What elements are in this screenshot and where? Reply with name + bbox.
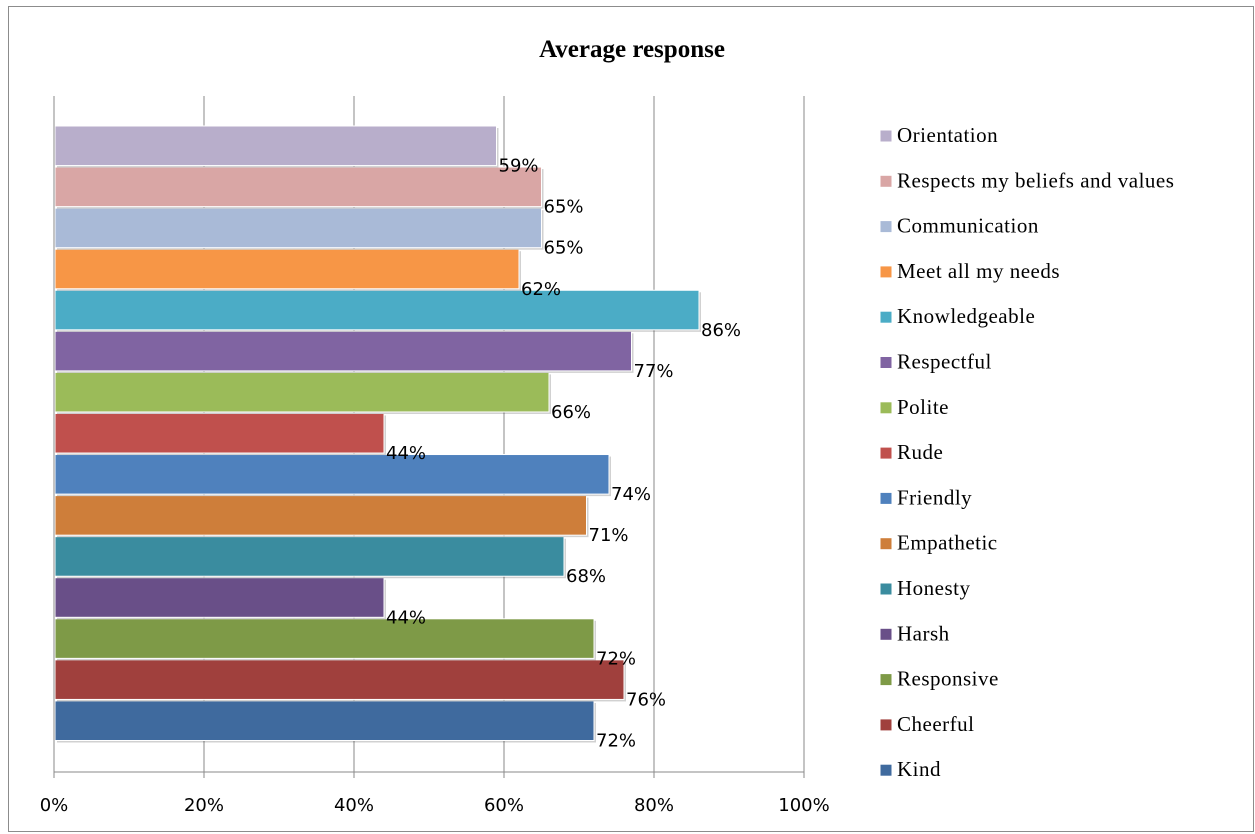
- legend-swatch: [879, 356, 893, 369]
- data-label: 74%: [611, 484, 651, 505]
- legend-entry: Respectful: [897, 350, 992, 374]
- bar-communication: [54, 207, 542, 249]
- data-label: 77%: [634, 361, 674, 382]
- data-label: 86%: [701, 320, 741, 341]
- legend-entry: Cheerful: [897, 712, 974, 736]
- legend-swatch: [879, 537, 893, 551]
- bar-respectful: [54, 330, 632, 372]
- data-label: 59%: [499, 156, 539, 177]
- legend-entry: Meet all my needs: [897, 259, 1060, 283]
- bar-kind: [54, 700, 595, 742]
- legend-entry: Orientation: [897, 123, 998, 147]
- bar-knowledgeable: [54, 289, 700, 331]
- legend-entry: Communication: [897, 214, 1039, 238]
- x-tick-label: 0%: [40, 795, 69, 816]
- data-label: 62%: [521, 279, 561, 300]
- bar-friendly: [54, 454, 610, 495]
- legend-swatch: [879, 265, 893, 279]
- legend-entry: Respects my beliefs and values: [897, 168, 1174, 192]
- bar-rude: [54, 412, 385, 454]
- x-tick-label: 100%: [778, 795, 829, 816]
- legend-swatch: [879, 582, 893, 596]
- bar-responsive: [54, 618, 595, 659]
- bar-cheerful: [54, 659, 625, 700]
- bar-honesty: [54, 536, 565, 577]
- legend-entry: Rude: [897, 440, 943, 464]
- bars: [54, 125, 701, 743]
- data-label: 76%: [626, 689, 666, 710]
- data-label: 44%: [386, 607, 426, 628]
- legend-entry: Knowledgeable: [897, 304, 1035, 328]
- data-label: 65%: [544, 197, 584, 218]
- legend-entry: Responsive: [897, 667, 999, 691]
- x-tick-label: 60%: [484, 795, 524, 816]
- legend-entry: Kind: [897, 757, 941, 781]
- legend-swatch: [879, 673, 893, 687]
- legend-swatch: [879, 718, 893, 732]
- legend-swatch: [879, 446, 893, 460]
- x-tick-label: 20%: [184, 795, 224, 816]
- legend-entry: Friendly: [897, 485, 972, 509]
- data-labels: 72% 76% 72% 44% 68% 71% 74% 44% 66% 77% 86% 62% 65% 6…: [386, 156, 741, 752]
- data-label: 72%: [596, 648, 636, 669]
- data-label: 66%: [551, 402, 591, 423]
- legend-entry: Honesty: [897, 576, 971, 600]
- legend-entry: Empathetic: [897, 531, 998, 555]
- data-label: 68%: [566, 566, 606, 587]
- data-label: 44%: [386, 443, 426, 464]
- x-tick-label: 40%: [334, 795, 374, 816]
- legend-swatch: [879, 401, 893, 415]
- data-label: 72%: [596, 731, 636, 752]
- legend: Orientation Respects my beliefs and value…: [879, 123, 1174, 781]
- legend-entry: Polite: [897, 395, 949, 419]
- bar-orientation: [54, 125, 497, 167]
- bar-meet-all-my-needs: [54, 248, 520, 290]
- bar-respects-my-beliefs-and-values: [54, 166, 542, 208]
- data-label: 71%: [589, 525, 629, 546]
- bar-polite: [54, 371, 550, 413]
- legend-swatch: [879, 627, 893, 641]
- legend-swatch: [879, 220, 893, 234]
- bar-empathetic: [54, 495, 587, 536]
- legend-swatch: [879, 763, 893, 777]
- legend-swatch: [879, 310, 893, 324]
- x-axis: 0% 20% 40% 60% 80% 100%: [40, 96, 830, 816]
- legend-swatch: [879, 174, 893, 188]
- legend-entry: Harsh: [897, 621, 950, 645]
- chart-title: Average response: [539, 36, 725, 63]
- bar-harsh: [54, 577, 385, 618]
- data-label: 65%: [544, 238, 584, 259]
- legend-swatch: [879, 491, 893, 505]
- legend-swatch: [879, 129, 893, 143]
- x-tick-label: 80%: [634, 795, 674, 816]
